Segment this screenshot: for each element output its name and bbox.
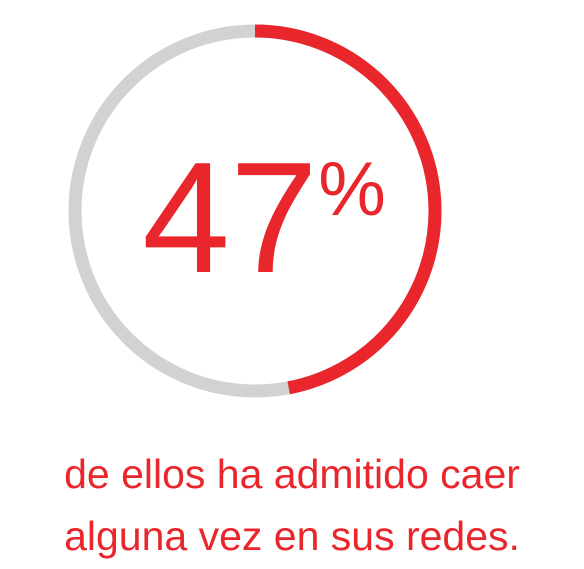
- unit-label: %: [318, 147, 386, 232]
- caption-line: de ellos ha admitido caer: [64, 451, 520, 497]
- caption-line: alguna vez en sus redes.: [64, 513, 520, 559]
- progress-arc: [254, 24, 442, 395]
- value-label: 47: [142, 130, 318, 306]
